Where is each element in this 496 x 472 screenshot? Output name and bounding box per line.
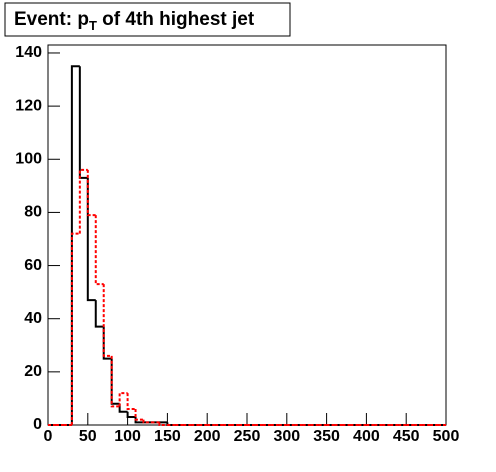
x-tick-label: 350 xyxy=(313,428,340,445)
x-tick-label: 0 xyxy=(44,428,53,445)
x-tick-label: 400 xyxy=(353,428,380,445)
histogram-bin xyxy=(70,232,80,425)
title-box xyxy=(4,2,291,37)
histogram-bin xyxy=(126,411,136,419)
histogram-bin xyxy=(86,169,96,217)
title-subscript: T xyxy=(89,18,97,33)
histogram-bin xyxy=(102,284,112,357)
chart-title: Event: pT of 4th highest jet xyxy=(14,9,255,33)
plot-frame xyxy=(47,44,447,426)
y-tick-label: 0 xyxy=(33,416,42,433)
histogram-bin xyxy=(134,409,144,421)
y-tick-label: 20 xyxy=(24,363,42,380)
histogram-bin xyxy=(78,66,88,179)
histogram-bin xyxy=(94,215,104,286)
histogram-bin xyxy=(126,393,136,411)
y-tick-label: 120 xyxy=(15,97,42,114)
histogram-bin xyxy=(78,168,88,234)
x-tick-label: 100 xyxy=(114,428,141,445)
histogram-bin xyxy=(70,65,80,425)
histogram-bin xyxy=(110,358,120,405)
histogram-bin xyxy=(142,419,152,424)
title-part: Event: p xyxy=(14,9,89,30)
y-tick-label: 60 xyxy=(24,257,42,274)
x-tick-label: 200 xyxy=(194,428,221,445)
histogram-bin xyxy=(102,326,112,360)
x-tick-label: 250 xyxy=(234,428,261,445)
y-tick-label: 80 xyxy=(24,204,42,221)
histogram-bin xyxy=(86,177,96,302)
x-tick-label: 300 xyxy=(273,428,300,445)
histogram-bin xyxy=(94,300,104,328)
title-part: of 4th highest jet xyxy=(97,9,255,30)
y-tick-label: 40 xyxy=(24,310,42,327)
x-tick-label: 450 xyxy=(393,428,420,445)
y-tick-label: 100 xyxy=(15,150,42,167)
histogram-bin xyxy=(118,392,128,407)
y-tick-label: 140 xyxy=(15,44,42,61)
histogram-bin xyxy=(158,422,168,426)
histogram-bin xyxy=(110,355,120,408)
histogram-bin xyxy=(118,403,128,413)
x-tick-label: 500 xyxy=(433,428,460,445)
x-tick-label: 150 xyxy=(154,428,181,445)
x-tick-label: 50 xyxy=(79,428,97,445)
